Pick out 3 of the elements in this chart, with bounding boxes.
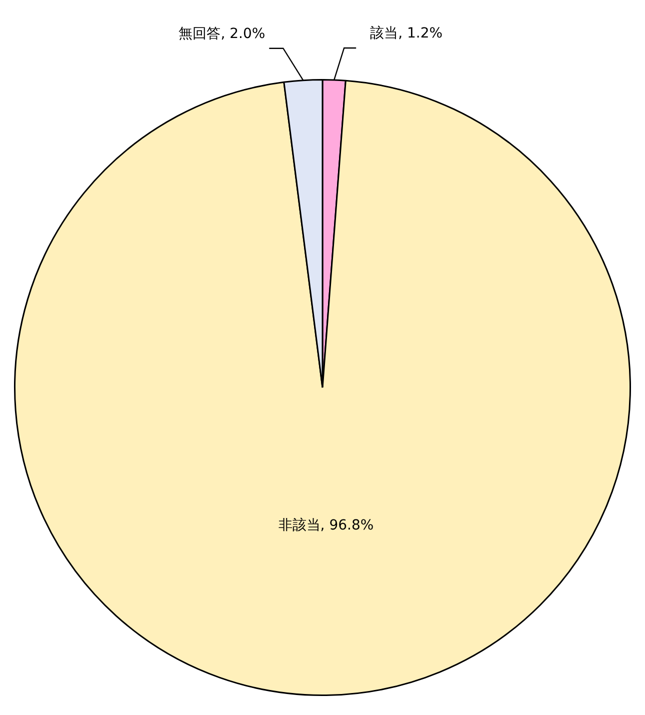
- slice-label: 非該当, 96.8%: [278, 518, 374, 534]
- slice-label: 該当, 1.2%: [370, 26, 443, 42]
- slice-label: 無回答, 2.0%: [178, 26, 266, 42]
